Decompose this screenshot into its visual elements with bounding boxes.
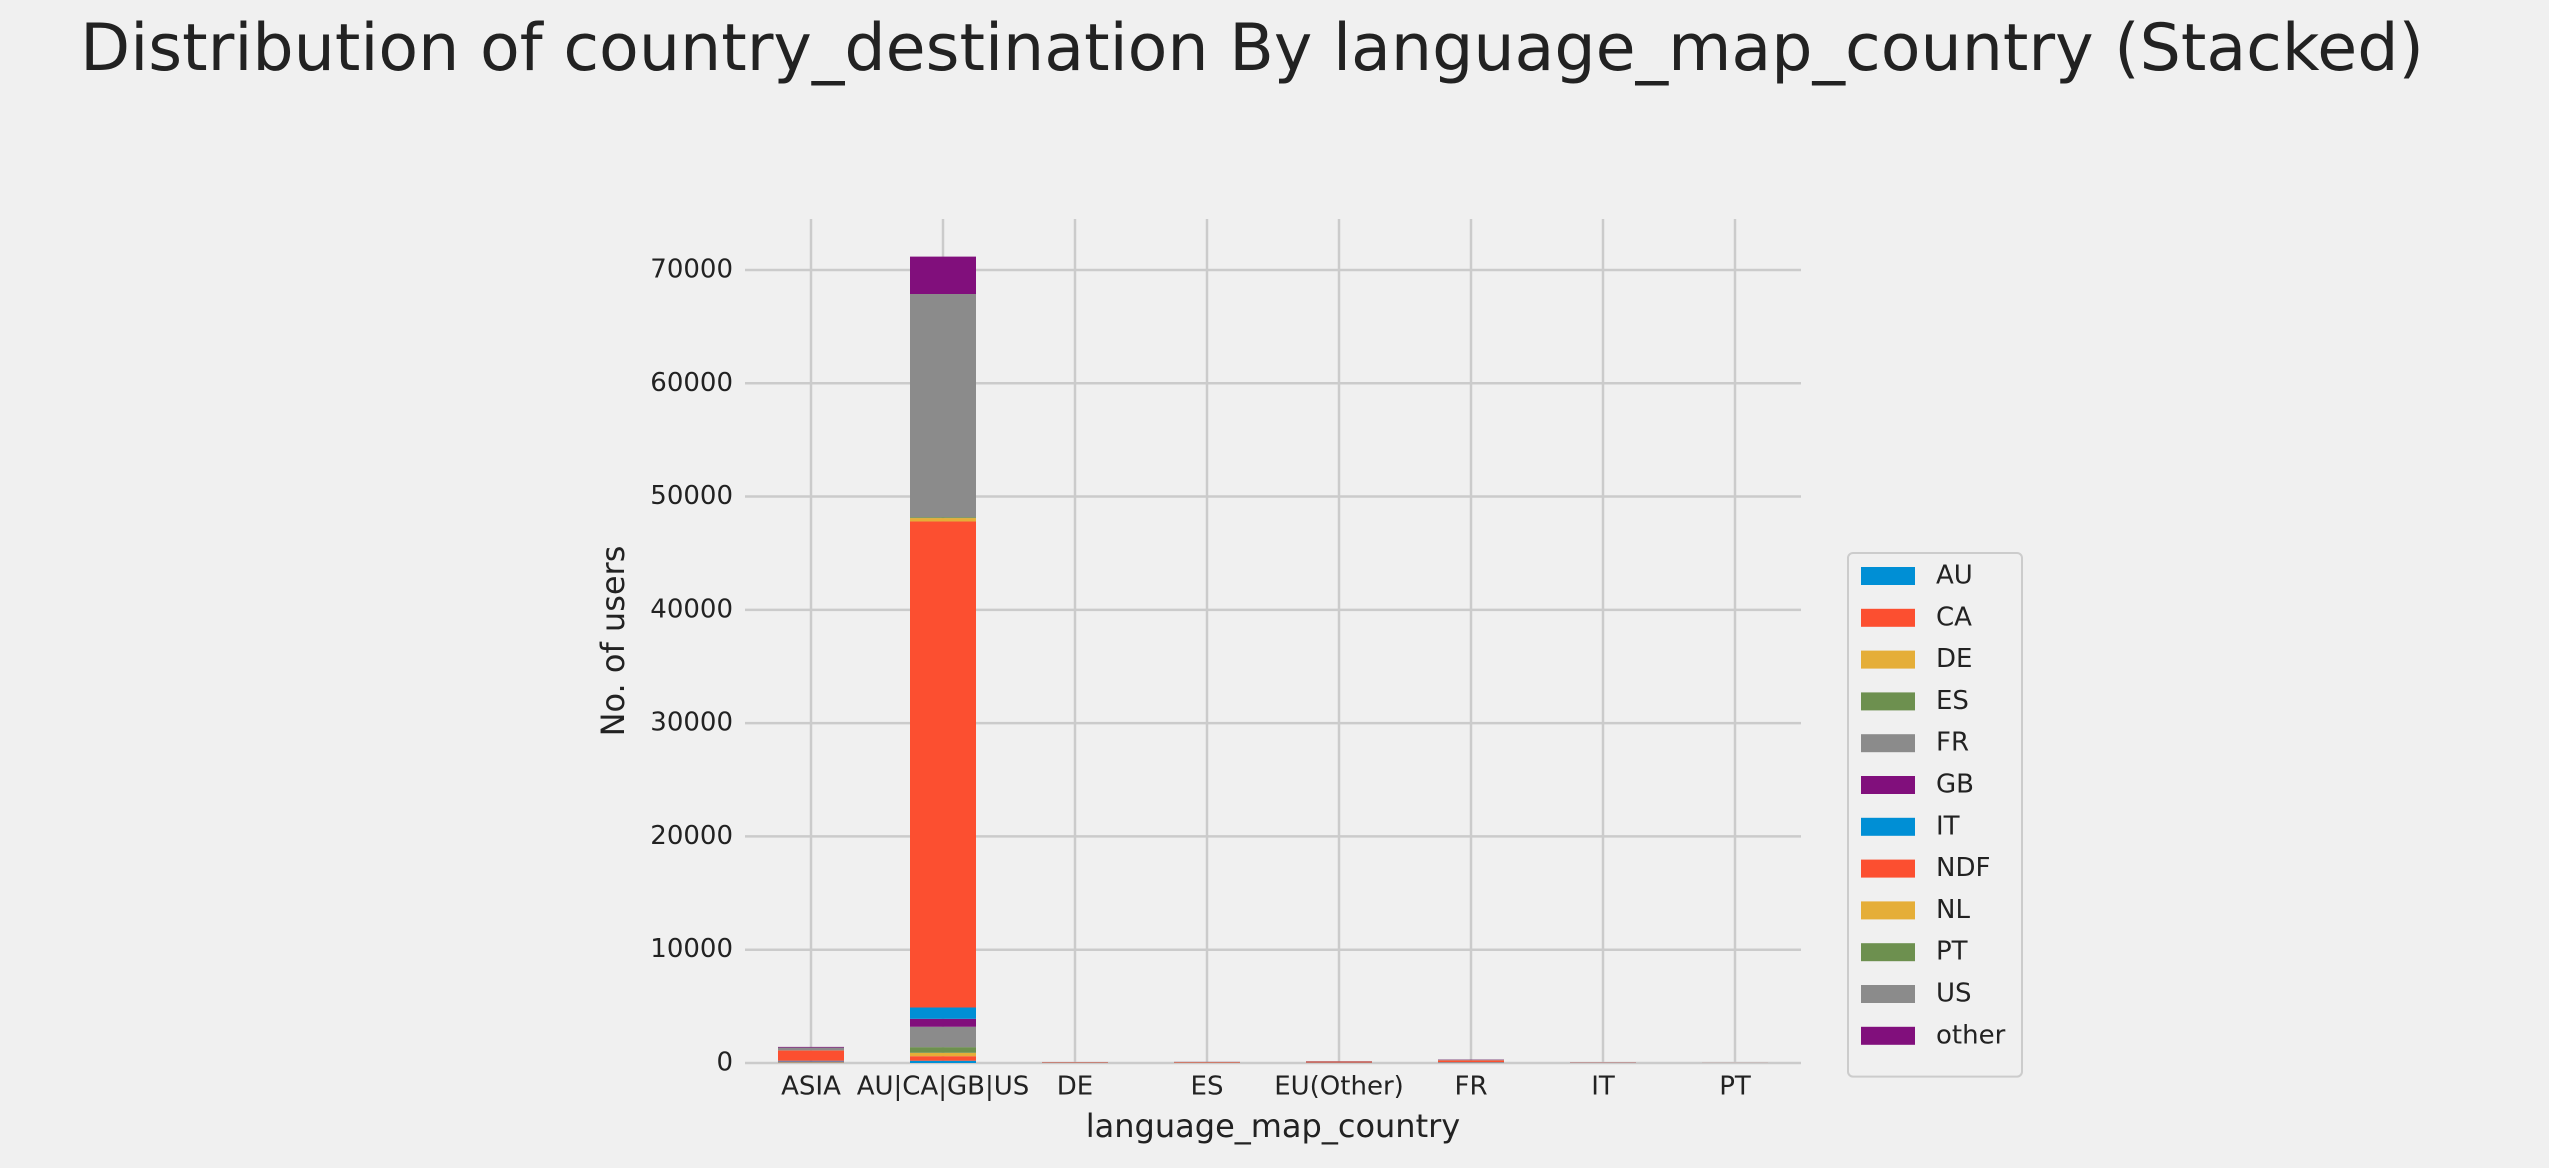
legend-label: other [1936,1020,2006,1050]
legend-swatch [1861,1026,1915,1045]
y-tick-label: 50000 [650,481,733,511]
bar-segment [778,1050,844,1061]
legend-label: AU [1936,561,1973,591]
legend-label: ES [1936,686,1969,716]
x-tick-label: ES [1191,1072,1224,1102]
y-tick-label: 60000 [650,368,733,398]
legend-label: NDF [1936,853,1990,883]
bar-segment [910,1047,976,1053]
y-tick-label: 40000 [650,594,733,624]
bar-segment [910,1007,976,1019]
bar-segment [778,1047,844,1051]
y-axis-label: No. of users [594,546,632,737]
legend-swatch [1861,859,1915,878]
legend-swatch [1861,985,1915,1003]
legend-swatch [1861,817,1915,836]
y-tick-label: 10000 [650,934,733,964]
x-tick-label: PT [1719,1072,1751,1102]
y-tick-label: 30000 [650,708,733,738]
bar-segment [910,1026,976,1048]
legend-label: CA [1936,602,1972,632]
bar-segment [910,1056,976,1061]
bar-segment [1438,1059,1504,1061]
bar-segment [910,256,976,294]
x-tick-label: ASIA [781,1072,841,1102]
bar-segment [1174,1062,1240,1063]
x-tick-label: DE [1057,1072,1093,1102]
y-tick-label: 70000 [650,254,733,284]
legend-label: US [1936,979,1972,1009]
bar-segment [778,1046,844,1048]
legend-label: DE [1936,644,1972,674]
legend-label: FR [1936,728,1969,758]
x-axis-label: language_map_country [1086,1107,1460,1145]
bar-segment [1306,1061,1372,1063]
legend-label: NL [1936,895,1970,925]
bar-segment [910,517,976,519]
y-tick-label: 20000 [650,821,733,851]
legend-swatch [1861,650,1915,669]
bar-segment [778,1061,844,1063]
x-tick-label: EU(Other) [1274,1072,1404,1102]
bar-segment [1438,1060,1504,1063]
legend-swatch [1861,608,1915,627]
bar-segment [910,293,976,518]
bar-segment [910,518,976,522]
bar-segment [910,1052,976,1057]
bar-segment [910,1018,976,1027]
legend-swatch [1861,567,1915,585]
legend-swatch [1861,943,1915,962]
legend-label: GB [1936,770,1974,800]
legend-label: IT [1936,811,1960,841]
chart-title: Distribution of country_destination By l… [80,11,2424,86]
x-tick-label: IT [1591,1072,1615,1102]
bar-segment [910,1060,976,1063]
legend-swatch [1861,776,1915,794]
x-tick-label: AU|CA|GB|US [857,1072,1030,1102]
x-tick-label: FR [1454,1072,1487,1102]
legend-label: PT [1936,937,1968,967]
legend-swatch [1861,901,1915,920]
y-tick-label: 0 [716,1048,733,1078]
legend-swatch [1861,692,1915,711]
legend-swatch [1861,734,1915,753]
bar-segment [910,521,976,1008]
